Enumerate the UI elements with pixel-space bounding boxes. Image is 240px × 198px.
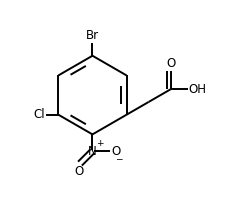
- Text: O: O: [112, 145, 121, 158]
- Text: O: O: [166, 57, 175, 70]
- Text: N: N: [88, 145, 97, 158]
- Text: −: −: [115, 155, 122, 164]
- Text: Cl: Cl: [33, 108, 45, 121]
- Text: OH: OH: [188, 83, 206, 96]
- Text: O: O: [74, 165, 84, 178]
- Text: Br: Br: [86, 29, 99, 42]
- Text: +: +: [96, 139, 103, 148]
